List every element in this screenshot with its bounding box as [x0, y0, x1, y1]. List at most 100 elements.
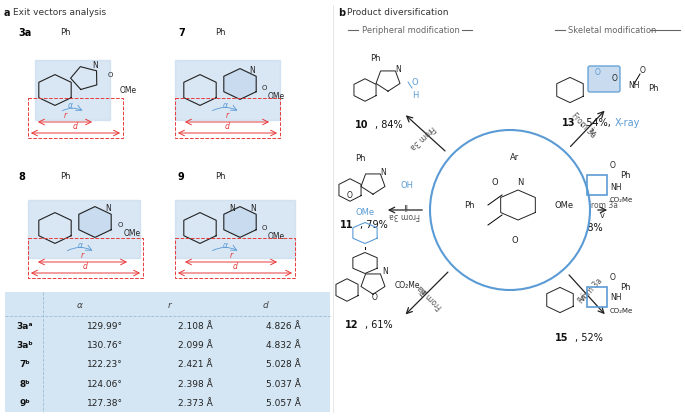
Text: 5.028 Å: 5.028 Å [266, 360, 301, 369]
Text: Ph: Ph [60, 172, 71, 181]
Text: vi: vi [577, 292, 589, 304]
Text: O: O [610, 272, 616, 281]
Text: O: O [262, 85, 267, 91]
Text: O: O [118, 222, 123, 228]
Text: CO₂Me: CO₂Me [395, 281, 421, 289]
Circle shape [430, 130, 590, 290]
Text: 10: 10 [355, 120, 369, 130]
Text: O: O [372, 294, 378, 302]
Polygon shape [175, 60, 280, 120]
Text: $\alpha$: $\alpha$ [221, 241, 229, 250]
FancyBboxPatch shape [5, 292, 330, 412]
Bar [175, 98, 280, 138]
Text: 15: 15 [555, 333, 569, 343]
Bar [28, 238, 143, 278]
Text: NH: NH [610, 294, 621, 302]
Text: N: N [380, 168, 386, 176]
Text: O: O [412, 78, 419, 86]
Text: ii: ii [403, 201, 408, 209]
Text: 11: 11 [340, 220, 353, 230]
Text: Skeletal modification: Skeletal modification [568, 25, 656, 35]
Polygon shape [79, 206, 111, 237]
Text: From 3a: From 3a [570, 111, 598, 139]
Text: N: N [382, 266, 388, 276]
Text: Ar: Ar [510, 153, 520, 163]
Text: From 3a: From 3a [416, 283, 445, 311]
Text: r: r [80, 251, 84, 260]
Text: Peripheral modification: Peripheral modification [362, 25, 460, 35]
Text: 9: 9 [178, 172, 185, 182]
Text: H: H [412, 90, 419, 100]
Text: O: O [612, 73, 618, 83]
Text: $\alpha$: $\alpha$ [221, 101, 229, 110]
Text: , 84%: , 84% [375, 120, 403, 130]
Text: Ph: Ph [648, 83, 658, 93]
Text: 3aᵇ: 3aᵇ [16, 341, 34, 350]
Text: d: d [233, 262, 238, 271]
Bar [175, 238, 295, 278]
Text: 127.38°: 127.38° [87, 399, 123, 408]
Text: N: N [395, 65, 401, 73]
Text: From 3a: From 3a [577, 277, 604, 306]
Text: O: O [610, 161, 616, 169]
Text: d: d [73, 122, 77, 131]
Text: N: N [516, 178, 523, 186]
Text: , 52%: , 52% [575, 333, 603, 343]
Text: d: d [262, 301, 268, 311]
Text: 2.373 Å: 2.373 Å [177, 399, 212, 408]
Text: a: a [4, 8, 10, 18]
Text: , 48%: , 48% [575, 223, 603, 233]
Text: $\alpha$: $\alpha$ [66, 101, 73, 110]
Text: Ph: Ph [620, 171, 630, 179]
Text: 130.76°: 130.76° [87, 341, 123, 350]
Text: r: r [225, 111, 229, 120]
Text: 124.06°: 124.06° [87, 379, 123, 389]
Text: 4.832 Å: 4.832 Å [266, 341, 300, 350]
Text: NH: NH [610, 183, 621, 191]
Text: i: i [425, 125, 433, 133]
Text: N: N [249, 65, 255, 75]
Text: X-ray: X-ray [615, 118, 640, 128]
Text: OMe: OMe [356, 208, 375, 217]
Text: r: r [168, 301, 172, 311]
Text: From 3a: From 3a [408, 123, 436, 151]
Text: OMe: OMe [268, 231, 285, 241]
Text: CO₂Me: CO₂Me [610, 197, 633, 203]
Text: d: d [83, 262, 88, 271]
Bar [28, 98, 123, 138]
Text: , 79%: , 79% [360, 220, 388, 230]
Text: 3aᵃ: 3aᵃ [16, 322, 34, 331]
Text: 14: 14 [555, 223, 569, 233]
Text: OMe: OMe [268, 91, 285, 100]
Text: CO₂Me: CO₂Me [610, 308, 633, 314]
Text: O: O [492, 178, 498, 186]
Text: 13: 13 [562, 118, 575, 128]
Text: 7ᵇ: 7ᵇ [20, 360, 30, 369]
Polygon shape [175, 200, 295, 258]
Text: N: N [92, 60, 98, 70]
Text: N: N [250, 203, 256, 213]
Text: O: O [640, 65, 646, 75]
Text: Ph: Ph [355, 154, 365, 163]
Text: Exit vectors analysis: Exit vectors analysis [13, 8, 106, 17]
Text: O: O [262, 225, 267, 231]
Text: r: r [229, 251, 233, 260]
Text: Ph: Ph [215, 28, 225, 37]
Text: O: O [512, 236, 519, 244]
Text: Ph: Ph [620, 282, 630, 291]
Text: Ph: Ph [60, 28, 71, 37]
Text: From 3a: From 3a [390, 211, 421, 219]
Bar [587, 175, 607, 195]
Text: , 61%: , 61% [365, 320, 393, 330]
Text: O: O [347, 191, 353, 199]
Text: , 54%,: , 54%, [580, 118, 611, 128]
Text: HO: HO [560, 166, 571, 176]
Polygon shape [35, 60, 110, 120]
Text: b: b [338, 8, 345, 18]
Text: 129.99°: 129.99° [87, 322, 123, 331]
Text: N: N [229, 203, 235, 213]
FancyBboxPatch shape [588, 66, 620, 92]
Text: 5.057 Å: 5.057 Å [266, 399, 301, 408]
Text: 12: 12 [345, 320, 358, 330]
Text: OMe: OMe [124, 229, 141, 238]
